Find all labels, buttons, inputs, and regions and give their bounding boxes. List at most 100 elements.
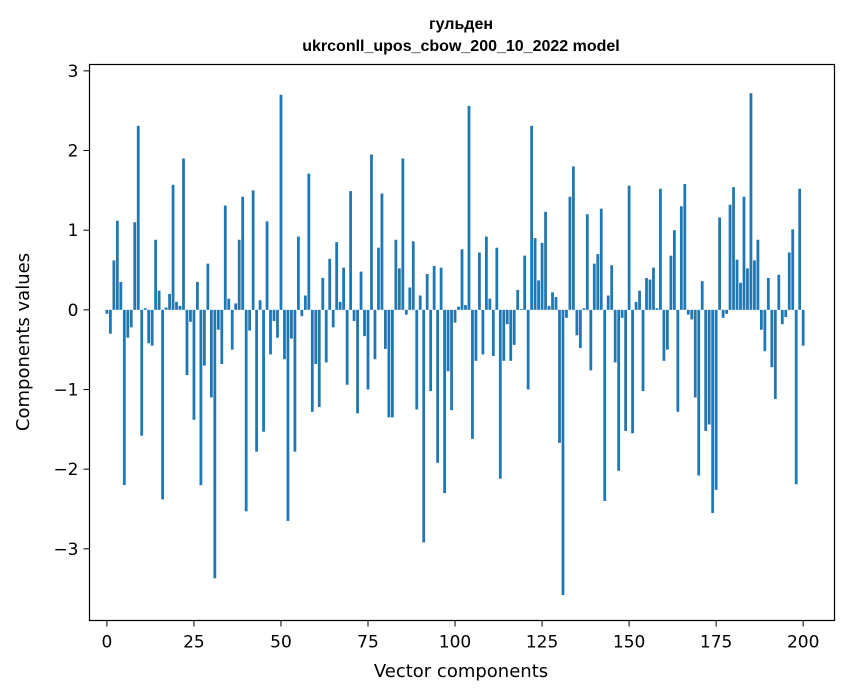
bar-component-95 <box>436 309 440 463</box>
bar-component-140 <box>592 263 596 310</box>
x-tick-label-200: 200 <box>787 633 819 653</box>
bar-component-58 <box>307 173 311 310</box>
x-tick-label-175: 175 <box>700 633 732 653</box>
bar-component-53 <box>290 309 293 339</box>
bar-component-60 <box>314 309 318 365</box>
bar-component-51 <box>283 309 286 360</box>
bar-component-2 <box>112 260 116 310</box>
bar-component-182 <box>739 282 742 310</box>
bar-component-85 <box>401 158 405 310</box>
bar-component-91 <box>422 309 426 543</box>
bar-component-110 <box>488 298 492 310</box>
bar-component-183 <box>742 196 746 310</box>
bar-component-158 <box>655 308 659 310</box>
bar-component-68 <box>342 267 346 310</box>
bar-component-47 <box>269 309 272 355</box>
bar-component-109 <box>484 236 488 310</box>
bar-component-63 <box>324 309 328 363</box>
bar-component-12 <box>147 309 151 344</box>
bar-component-69 <box>345 309 349 385</box>
y-tick-label--3: −3 <box>53 540 78 560</box>
bar-component-105 <box>471 309 474 439</box>
bar-component-188 <box>760 309 763 330</box>
bar-component-128 <box>551 292 554 310</box>
bar-component-148 <box>620 309 624 318</box>
bar-component-84 <box>397 268 401 310</box>
bar-component-124 <box>537 280 540 310</box>
bar-component-52 <box>286 309 290 521</box>
bar-component-86 <box>404 309 408 315</box>
x-tick-label-0: 0 <box>101 633 112 653</box>
bar-component-97 <box>443 309 446 494</box>
bar-component-42 <box>251 190 255 310</box>
bar-component-82 <box>390 309 394 418</box>
bar-component-76 <box>370 154 373 310</box>
x-tick-label-150: 150 <box>613 633 645 653</box>
bar-component-5 <box>122 309 126 486</box>
bar-component-133 <box>568 196 572 310</box>
bar-component-192 <box>773 309 777 400</box>
bar-component-4 <box>119 281 123 310</box>
bar-series <box>105 93 805 596</box>
bar-component-154 <box>641 309 645 392</box>
bar-component-96 <box>439 267 443 310</box>
y-tick-label-1: 1 <box>68 221 79 241</box>
x-tick-label-50: 50 <box>270 633 292 653</box>
bar-component-28 <box>202 309 206 366</box>
bar-component-122 <box>530 125 534 310</box>
bar-component-59 <box>310 309 314 412</box>
bar-component-71 <box>352 309 356 321</box>
bar-component-145 <box>610 265 614 310</box>
bar-component-141 <box>596 254 600 310</box>
bar-component-38 <box>237 239 241 310</box>
bar-component-117 <box>512 309 516 345</box>
bar-component-10 <box>140 309 144 436</box>
bar-component-46 <box>265 221 269 310</box>
bar-component-73 <box>359 271 363 310</box>
bar-component-125 <box>540 242 544 310</box>
bar-component-36 <box>230 309 234 350</box>
y-axis-label: Components values <box>13 253 34 431</box>
bar-component-185 <box>749 93 753 310</box>
bar-component-94 <box>432 266 436 310</box>
bar-component-24 <box>189 309 192 322</box>
bar-component-107 <box>478 252 481 310</box>
bar-component-111 <box>491 309 495 357</box>
bar-component-20 <box>175 301 178 310</box>
bar-component-180 <box>732 187 735 310</box>
chart-title-line-1: гульден <box>429 16 493 33</box>
bar-component-61 <box>317 309 321 408</box>
bar-component-115 <box>505 309 509 325</box>
bar-component-187 <box>756 239 760 310</box>
bar-component-165 <box>679 206 683 310</box>
bar-component-131 <box>561 309 565 596</box>
x-tick-label-100: 100 <box>439 633 471 653</box>
bar-component-74 <box>363 309 366 337</box>
bar-component-176 <box>718 217 722 310</box>
bar-component-87 <box>408 287 412 310</box>
bar-component-132 <box>565 309 568 318</box>
y-tick-label-0: 0 <box>68 301 79 321</box>
bar-component-194 <box>780 309 784 325</box>
bar-component-3 <box>115 220 119 310</box>
bar-component-163 <box>672 230 676 310</box>
bar-component-26 <box>196 281 199 310</box>
bar-component-169 <box>693 309 697 398</box>
bar-component-8 <box>133 222 137 310</box>
bar-component-44 <box>258 300 262 310</box>
bar-component-137 <box>582 308 586 310</box>
bar-component-89 <box>415 309 419 410</box>
bar-component-197 <box>791 229 795 310</box>
bar-component-116 <box>509 309 513 361</box>
bar-component-118 <box>516 289 520 310</box>
bar-component-156 <box>648 279 652 310</box>
bar-component-147 <box>617 309 621 471</box>
bar-component-134 <box>572 166 575 310</box>
bar-component-62 <box>321 277 325 310</box>
bar-component-151 <box>631 309 634 434</box>
bar-component-108 <box>481 309 485 355</box>
bar-component-120 <box>523 255 527 310</box>
bar-component-31 <box>213 309 217 579</box>
bar-component-27 <box>199 309 203 486</box>
